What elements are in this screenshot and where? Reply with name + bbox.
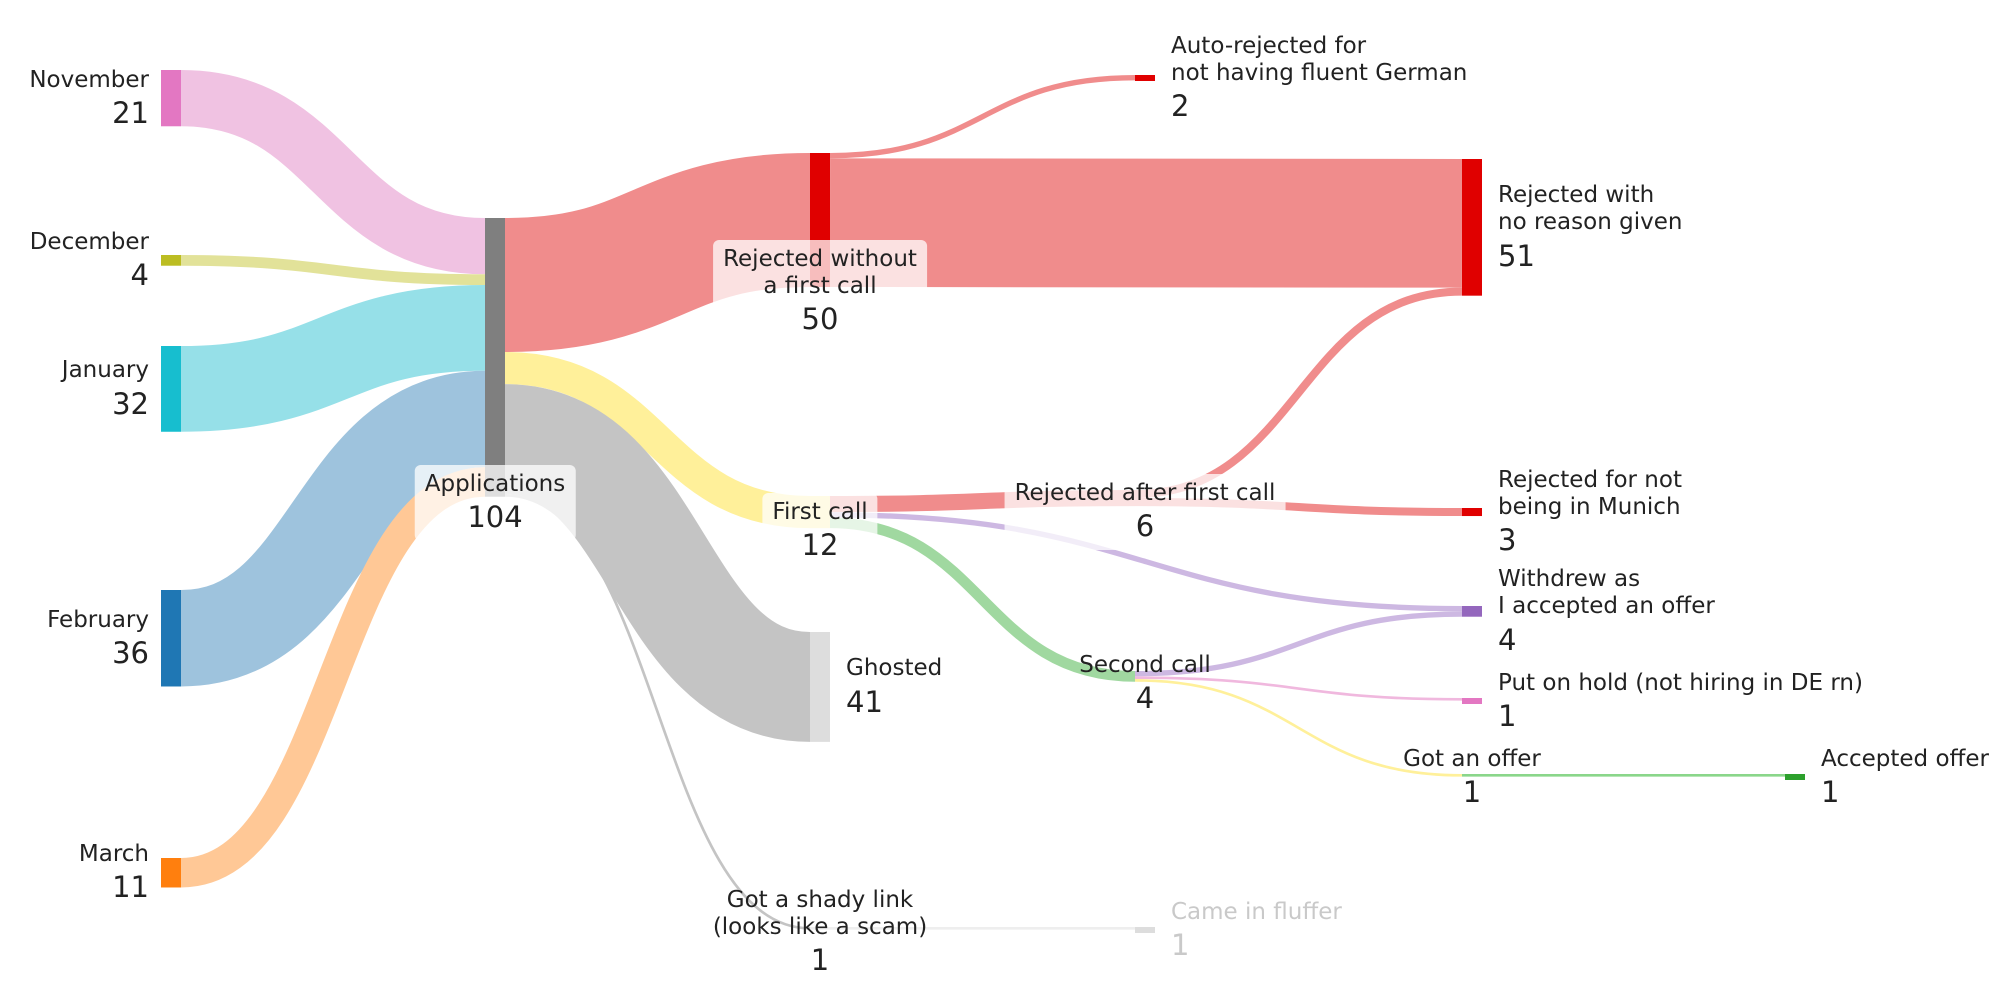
node-label-text: Withdrew as I accepted an offer	[1498, 566, 1715, 620]
node-bar-app	[485, 218, 505, 497]
node-value: 12	[801, 528, 839, 563]
node-value: 4	[1135, 681, 1155, 716]
node-label-text: Accepted offer	[1821, 745, 1989, 772]
node-label-text: Came in fluffer	[1171, 898, 1342, 925]
link-fc-to-sc	[829, 517, 1136, 682]
node-label-text: November	[29, 66, 149, 93]
node-value: 36	[112, 635, 149, 670]
node-label-text: January	[61, 357, 149, 384]
node-value: 1	[1462, 775, 1482, 810]
node-value: 50	[801, 302, 839, 337]
link-app-to-rwfc	[503, 153, 812, 352]
node-bar-mar	[161, 858, 181, 888]
node-bar-munich	[1462, 508, 1482, 517]
node-bar-fluff	[1135, 927, 1155, 933]
link-dec-to-app	[180, 255, 486, 285]
node-label-gh: Ghosted 41	[846, 655, 942, 718]
node-bar-feb	[161, 590, 181, 687]
node-label-jan: January 32	[62, 357, 149, 420]
link-feb-to-app	[178, 370, 488, 687]
node-value: 1	[1498, 698, 1517, 733]
link-rwfc-to-rnr	[829, 158, 1463, 288]
node-bar-jan	[161, 346, 181, 432]
node-label-nov: November 21	[29, 67, 149, 130]
node-label-app: Applications 104	[414, 465, 576, 542]
node-value: 1	[1171, 927, 1190, 962]
node-label-text: First call	[772, 499, 868, 525]
node-label-text: March	[78, 841, 149, 868]
node-value: 104	[467, 500, 523, 535]
node-bar-withdrew	[1462, 606, 1482, 617]
node-label-text: Got a shady link (looks like a scam)	[712, 887, 928, 941]
node-label-text: December	[29, 228, 149, 255]
link-sc-to-hold	[1134, 676, 1463, 701]
node-label-sc: Second call 4	[1079, 652, 1210, 715]
node-label-autorej: Auto-rejected for not having fluent Germ…	[1171, 33, 1467, 123]
link-sc-to-withdrew	[1134, 611, 1463, 677]
node-value: 4	[1498, 622, 1517, 657]
link-fc-to-withdrew	[829, 512, 1463, 612]
node-label-text: Ghosted	[846, 655, 943, 682]
node-label-text: Put on hold (not hiring in DE rn)	[1498, 669, 1863, 696]
node-bar-rnr	[1462, 159, 1482, 296]
node-label-rafc: Rejected after first call 6	[1004, 474, 1286, 551]
link-app-to-gh	[501, 384, 814, 742]
node-label-fluff: Came in fluffer 1	[1171, 899, 1342, 962]
link-nov-to-app	[180, 70, 486, 275]
node-bar-hold	[1462, 698, 1482, 704]
node-label-text: Rejected without a first call	[723, 246, 917, 300]
node-label-accepted: Accepted offer 1	[1821, 746, 1989, 809]
node-bar-gh	[810, 632, 830, 742]
link-app-to-fc	[504, 352, 811, 529]
link-rwfc-to-autorej	[829, 75, 1136, 159]
node-value: 1	[810, 943, 830, 978]
node-bar-autorej	[1135, 75, 1155, 81]
node-bar-accepted	[1785, 774, 1805, 780]
node-label-fc: First call 12	[762, 493, 878, 570]
node-label-withdrew: Withdrew as I accepted an offer 4	[1498, 566, 1715, 656]
node-label-text: Got an offer	[1403, 746, 1541, 772]
node-value: 1	[1821, 774, 1840, 809]
node-label-text: Rejected for not being in Munich	[1498, 467, 1682, 521]
node-label-text: Applications	[424, 471, 566, 497]
node-bar-dec	[161, 255, 181, 266]
node-value: 3	[1498, 523, 1517, 558]
node-label-feb: February 36	[47, 607, 149, 670]
node-label-rwfc: Rejected without a first call 50	[713, 240, 927, 344]
link-jan-to-app	[180, 285, 486, 432]
node-value: 6	[1135, 509, 1155, 544]
node-label-munich: Rejected for not being in Munich 3	[1498, 467, 1682, 557]
node-label-shady: Got a shady link (looks like a scam) 1	[713, 887, 927, 977]
node-label-text: Rejected after first call	[1014, 480, 1276, 506]
node-value: 4	[130, 257, 149, 292]
node-label-text: Auto-rejected for not having fluent Germ…	[1171, 33, 1468, 87]
sankey-nodes	[161, 70, 1805, 933]
node-label-hold: Put on hold (not hiring in DE rn) 1	[1498, 670, 1863, 733]
node-value: 32	[112, 386, 149, 421]
node-label-text: February	[47, 606, 149, 633]
node-value: 21	[112, 95, 149, 130]
node-value: 11	[112, 870, 149, 905]
link-sc-to-offer	[1134, 679, 1463, 777]
sankey-links	[178, 70, 1786, 930]
node-label-dec: December 4	[30, 229, 149, 292]
node-value: 41	[846, 684, 883, 719]
node-label-rnr: Rejected with no reason given 51	[1498, 182, 1682, 272]
node-label-text: Rejected with no reason given	[1498, 182, 1683, 236]
node-label-mar: March 11	[79, 841, 149, 904]
node-value: 51	[1498, 238, 1535, 273]
link-rafc-to-rnr	[1134, 287, 1463, 499]
node-value: 2	[1171, 89, 1190, 124]
node-label-offer: Got an offer 1	[1403, 746, 1541, 809]
node-bar-nov	[161, 70, 181, 127]
node-label-text: Second call	[1079, 652, 1211, 678]
